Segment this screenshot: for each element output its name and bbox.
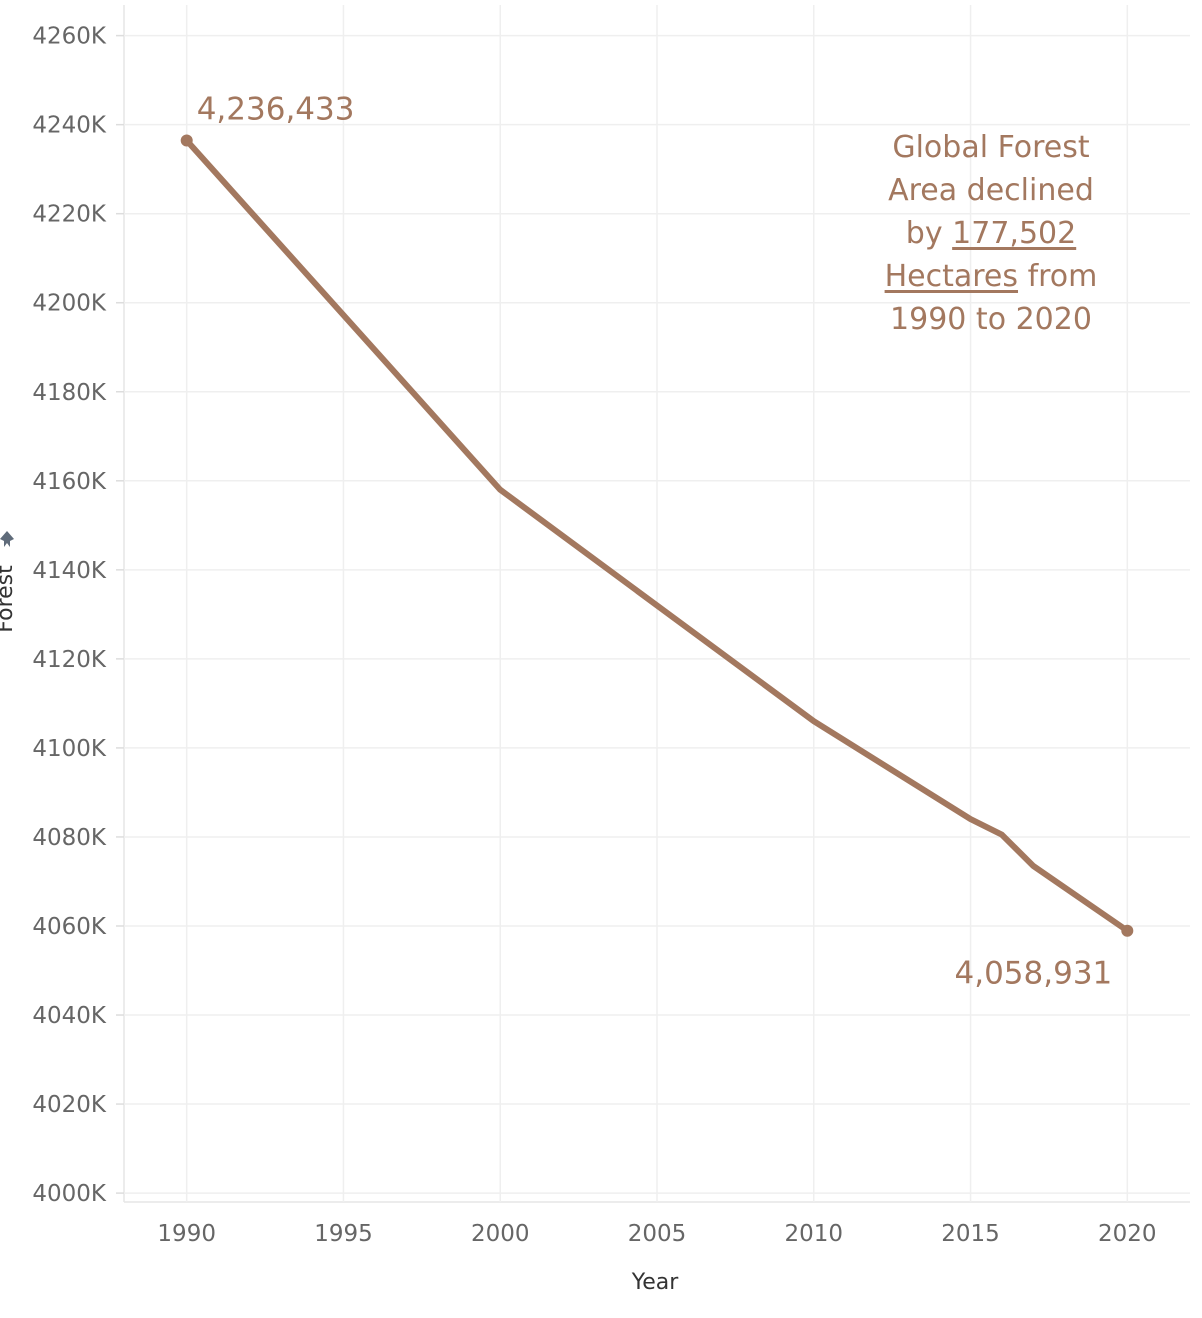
x-axis-title: Year bbox=[631, 1270, 680, 1295]
data-labels: 4,236,433 4,058,931 bbox=[197, 92, 1113, 992]
y-tick-label: 4060K bbox=[32, 914, 107, 940]
annotation-line-3: by 177,502 bbox=[850, 212, 1132, 255]
y-tick-label: 4020K bbox=[32, 1092, 107, 1118]
annotation-by: by bbox=[905, 216, 943, 251]
y-tick-label: 4180K bbox=[32, 380, 107, 406]
data-point-marker[interactable] bbox=[180, 134, 193, 147]
x-tick-label: 2005 bbox=[628, 1221, 687, 1247]
y-axis-ticks: 4000K 4020K 4040K 4060K 4080K 4100K 4120K 4140K… bbox=[32, 24, 107, 1207]
y-axis-title: Forest bbox=[0, 565, 18, 633]
y-tick-label: 4160K bbox=[32, 469, 107, 495]
annotation-line-1: Global Forest bbox=[892, 130, 1090, 165]
x-tick-label: 1990 bbox=[157, 1221, 216, 1247]
x-tick-label: 2010 bbox=[784, 1221, 843, 1247]
y-tick-label: 4260K bbox=[32, 24, 107, 50]
data-label: 4,236,433 bbox=[197, 92, 355, 128]
annotation-line-4: Hectares from bbox=[850, 255, 1132, 298]
gridlines bbox=[116, 5, 1190, 1203]
y-tick-label: 4100K bbox=[32, 736, 107, 762]
series-line-forest bbox=[183, 137, 1131, 934]
annotation-line-5: 1990 to 2020 bbox=[890, 302, 1092, 337]
data-point-marker[interactable] bbox=[1121, 924, 1134, 937]
annotation-from: from bbox=[1027, 259, 1098, 294]
y-tick-label: 4220K bbox=[32, 202, 107, 228]
series-points bbox=[180, 134, 1134, 937]
annotation-text: Global Forest Area declined by 177,502 H… bbox=[850, 126, 1132, 341]
y-tick-label: 4120K bbox=[32, 647, 107, 673]
annotation-amount: 177,502 bbox=[952, 216, 1077, 251]
y-tick-label: 4040K bbox=[32, 1003, 107, 1029]
x-axis-ticks: 1990 1995 2000 2005 2010 2015 2020 bbox=[157, 1221, 1156, 1247]
y-tick-label: 4240K bbox=[32, 113, 107, 139]
y-tick-label: 4000K bbox=[32, 1181, 107, 1207]
x-tick-label: 2015 bbox=[941, 1221, 1000, 1247]
annotation-line-2: Area declined bbox=[888, 173, 1094, 208]
data-label: 4,058,931 bbox=[955, 956, 1113, 992]
pin-icon[interactable] bbox=[0, 530, 16, 552]
annotation-unit: Hectares bbox=[884, 259, 1019, 294]
y-tick-label: 4080K bbox=[32, 825, 107, 851]
y-tick-label: 4140K bbox=[32, 558, 107, 584]
x-tick-label: 1995 bbox=[314, 1221, 373, 1247]
y-tick-label: 4200K bbox=[32, 291, 107, 317]
x-tick-label: 2020 bbox=[1098, 1221, 1157, 1247]
x-tick-label: 2000 bbox=[471, 1221, 530, 1247]
